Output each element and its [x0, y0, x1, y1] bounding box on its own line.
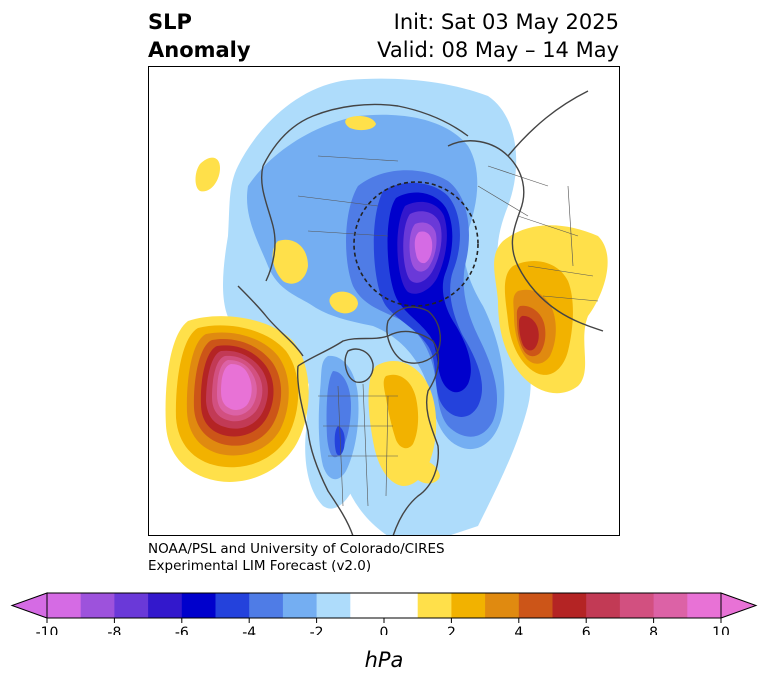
colorbar-cell: [47, 593, 82, 618]
valid-dates: Valid: 08 May – 14 May: [377, 38, 619, 62]
colorbar-tick-label: 2: [447, 625, 456, 635]
colorbar-cell: [384, 593, 419, 618]
coastlines: [237, 90, 604, 536]
colorbar-cell: [485, 593, 520, 618]
chart-title: SLP Anomaly: [148, 8, 251, 64]
slp-anomaly-map: [148, 66, 620, 536]
colorbar-cell: [181, 593, 216, 618]
colorbar-cell: [619, 593, 655, 618]
colorbar-tick-label: -10: [36, 625, 59, 635]
init-date: Init: Sat 03 May 2025: [393, 10, 619, 34]
colorbar-cell: [653, 593, 688, 618]
colorbar-tick-label: 6: [582, 625, 591, 635]
colorbar-cell: [316, 593, 351, 618]
colorbar-cell: [451, 593, 486, 618]
colorbar-unit-label: hPa: [364, 648, 404, 672]
colorbar-cell: [282, 593, 318, 618]
title-line-2: Anomaly: [148, 38, 251, 62]
anomaly-field-positive: [165, 116, 608, 486]
colorbar-cells: [47, 593, 722, 618]
colorbar-cell: [417, 593, 452, 618]
title-line-1: SLP: [148, 10, 192, 34]
colorbar-cell: [586, 593, 621, 618]
colorbar-cell: [552, 593, 587, 618]
colorbar-tick-label: 0: [380, 625, 389, 635]
credit-text: NOAA/PSL and University of Colorado/CIRE…: [148, 541, 445, 575]
colorbar-cell: [249, 593, 284, 618]
colorbar-cell: [148, 593, 183, 618]
latitude-circles: [353, 181, 479, 307]
colorbar-extend-left: [10, 592, 48, 619]
colorbar-tick-label: -6: [175, 625, 189, 635]
colorbar-cell: [114, 593, 149, 618]
colorbar-tick-label: 10: [712, 625, 730, 635]
colorbar-ticks: -10 -8 -6 -4 -2 0 2 4 6 8 10: [36, 618, 730, 635]
colorbar-extend-right: [720, 592, 758, 619]
colorbar-cell: [687, 593, 722, 618]
colorbar-tick-label: -2: [310, 625, 324, 635]
colorbar-tick-label: 8: [649, 625, 658, 635]
colorbar-cell: [80, 593, 115, 618]
colorbar-cell: [215, 593, 250, 618]
colorbar-cell: [350, 593, 385, 618]
credit-line-1: NOAA/PSL and University of Colorado/CIRE…: [148, 541, 445, 557]
colorbar: -10 -8 -6 -4 -2 0 2 4 6 8 10: [10, 592, 758, 635]
colorbar-tick-label: 4: [514, 625, 523, 635]
colorbar-tick-label: -4: [242, 625, 256, 635]
colorbar-cell: [518, 593, 553, 618]
anomaly-field-negative: [223, 78, 531, 536]
date-info: Init: Sat 03 May 2025 Valid: 08 May – 14…: [377, 8, 619, 64]
country-borders: [297, 155, 599, 507]
colorbar-tick-label: -8: [107, 625, 121, 635]
credit-line-2: Experimental LIM Forecast (v2.0): [148, 558, 372, 574]
